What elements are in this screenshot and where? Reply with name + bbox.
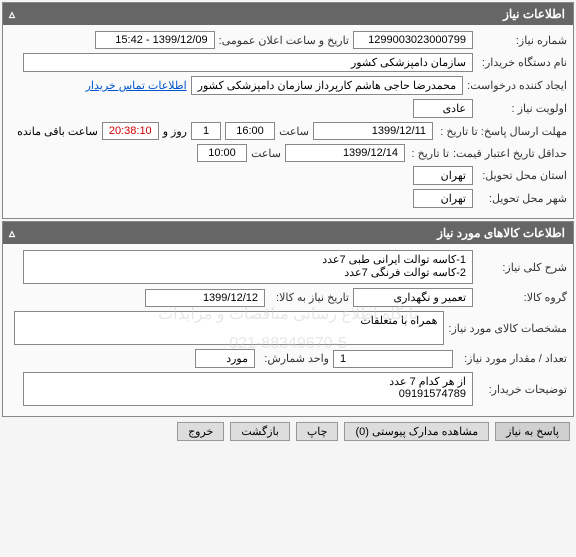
time-label-1: ساعت [279,125,309,138]
need-date-label: تاریخ نیاز به کالا: [269,291,349,304]
priority-value: عادی [413,99,473,118]
validity-date-value: 1399/12/14 [285,144,405,162]
collapse-icon[interactable]: ▵ [9,7,15,21]
requester-value: محمدرضا حاجی هاشم کارپرداز سازمان دامپزش… [191,76,464,95]
row-priority: اولویت نیاز : عادی [9,99,567,118]
group-label: گروه کالا: [477,291,567,304]
need-date-value: 1399/12/12 [145,289,265,307]
buyer-org-label: نام دستگاه خریدار: [477,56,567,69]
time-left-value: 20:38:10 [102,122,159,140]
validity-to: تا تاریخ : [409,147,449,160]
public-datetime-value: 1399/12/09 - 15:42 [95,31,215,49]
print-button[interactable]: چاپ [296,422,339,441]
panel2-header: اطلاعات کالاهای مورد نیاز ▵ [3,222,573,244]
unit-value: مورد [195,349,255,368]
validity-label: حداقل تاریخ اعتبار قیمت: [453,147,567,160]
requester-label: ایجاد کننده درخواست: [467,79,567,92]
validity-time-value: 10:00 [197,144,247,162]
panel2-body: پایگاه اطلاع رسانی مناقصات و مزایدات 021… [3,244,573,416]
desc-label: شرح کلی نیاز: [477,261,567,274]
row-desc: شرح کلی نیاز: 1-کاسه توالت ایرانی طبی 7ع… [9,250,567,284]
time-unit: ساعت باقی مانده [17,125,98,138]
row-buyer-org: نام دستگاه خریدار: سازمان دامپزشکی کشور [9,53,567,72]
reply-button[interactable]: پاسخ به نیاز [495,422,570,441]
panel1-body: شماره نیاز: 1299003023000799 تاریخ و ساع… [3,25,573,218]
panel1-header: اطلاعات نیاز ▵ [3,3,573,25]
notes-label: توضیحات خریدار: [477,383,567,396]
row-province: استان محل تحویل: تهران [9,166,567,185]
desc-value: 1-کاسه توالت ایرانی طبی 7عدد 2-کاسه توال… [23,250,473,284]
qty-value: 1 [333,350,453,368]
row-group: گروه کالا: تعمیر و نگهداری تاریخ نیاز به… [9,288,567,307]
panel2-title: اطلاعات کالاهای مورد نیاز [437,226,565,240]
attachments-button[interactable]: مشاهده مدارک پیوستی (0) [344,422,489,441]
unit-label: واحد شمارش: [259,352,329,365]
collapse-icon-2[interactable]: ▵ [9,226,15,240]
row-validity: حداقل تاریخ اعتبار قیمت: تا تاریخ : 1399… [9,144,567,162]
group-value: تعمیر و نگهداری [353,288,473,307]
deadline-label: مهلت ارسال پاسخ: تا تاریخ : [437,125,567,138]
need-number-label: شماره نیاز: [477,34,567,47]
deadline-date-value: 1399/12/11 [313,122,433,140]
priority-label: اولویت نیاز : [477,102,567,115]
row-qty: تعداد / مقدار مورد نیاز: 1 واحد شمارش: م… [9,349,567,368]
notes-value: از هر کدام 7 عدد 09191574789 [23,372,473,406]
deadline-time-value: 16:00 [225,122,275,140]
panel1-title: اطلاعات نیاز [503,7,565,21]
public-datetime-label: تاریخ و ساعت اعلان عمومی: [219,34,349,47]
goods-info-panel: اطلاعات کالاهای مورد نیاز ▵ پایگاه اطلاع… [2,221,574,417]
back-button[interactable]: بازگشت [230,422,290,441]
buyer-org-value: سازمان دامپزشکی کشور [23,53,473,72]
days-unit: روز و [163,125,187,138]
row-need-number: شماره نیاز: 1299003023000799 تاریخ و ساع… [9,31,567,49]
province-value: تهران [413,166,473,185]
city-label: شهر محل تحویل: [477,192,567,205]
buyer-contact-link[interactable]: اطلاعات تماس خریدار [86,79,187,92]
province-label: استان محل تحویل: [477,169,567,182]
spec-label: مشخصات کالای مورد نیاز: [448,322,567,335]
exit-button[interactable]: خروج [177,422,224,441]
row-requester: ایجاد کننده درخواست: محمدرضا حاجی هاشم ک… [9,76,567,95]
need-info-panel: اطلاعات نیاز ▵ شماره نیاز: 1299003023000… [2,2,574,219]
qty-label: تعداد / مقدار مورد نیاز: [457,352,567,365]
spec-value: همراه با متعلقات [14,311,444,345]
row-spec: مشخصات کالای مورد نیاز: همراه با متعلقات [9,311,567,345]
city-value: تهران [413,189,473,208]
need-number-value: 1299003023000799 [353,31,473,49]
row-notes: توضیحات خریدار: از هر کدام 7 عدد 0919157… [9,372,567,406]
days-left-value: 1 [191,122,221,140]
row-deadline: مهلت ارسال پاسخ: تا تاریخ : 1399/12/11 س… [9,122,567,140]
footer-buttons: پاسخ به نیاز مشاهده مدارک پیوستی (0) چاپ… [0,419,576,444]
time-label-2: ساعت [251,147,281,160]
row-city: شهر محل تحویل: تهران [9,189,567,208]
